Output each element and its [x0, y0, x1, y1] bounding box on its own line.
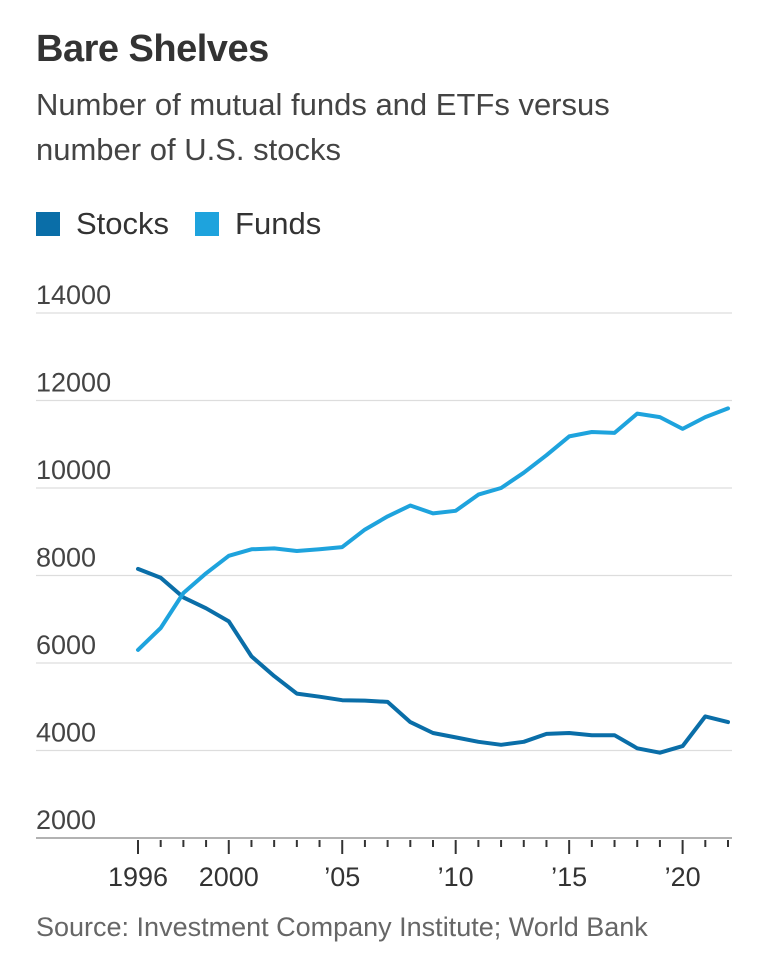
- x-tick-label: ’20: [665, 862, 701, 892]
- legend-label-stocks: Stocks: [76, 206, 170, 241]
- x-tick-label: ’05: [324, 862, 360, 892]
- line-chart: 2000 4000 6000 8000 10000 12000 14000 1996 2000 ’…: [36, 280, 732, 892]
- chart-title: Bare Shelves: [36, 28, 269, 70]
- chart-subtitle: Number of mutual funds and ETFs versus n…: [36, 87, 610, 167]
- y-tick-label: 2000: [36, 805, 96, 835]
- legend-item-funds: Funds: [195, 206, 321, 242]
- y-tick-label: 12000: [36, 368, 111, 398]
- x-tick-label: 1996: [108, 862, 168, 892]
- legend-label-funds: Funds: [235, 206, 322, 241]
- y-tick-label: 14000: [36, 280, 111, 310]
- legend-swatch-funds: [195, 212, 220, 236]
- series-line-funds: [136, 406, 730, 652]
- y-tick-label: 10000: [36, 455, 111, 485]
- x-tick-label: 2000: [199, 862, 259, 892]
- x-tick-label: ’15: [551, 862, 587, 892]
- legend-item-stocks: Stocks: [36, 206, 169, 242]
- x-tick-label: ’10: [438, 862, 474, 892]
- y-tick-label: 4000: [36, 718, 96, 748]
- chart-legend: Stocks Funds: [36, 204, 347, 244]
- series-line-stocks: [136, 566, 730, 755]
- y-tick-label: 8000: [36, 543, 96, 573]
- y-tick-label: 6000: [36, 630, 96, 660]
- legend-swatch-stocks: [36, 212, 60, 236]
- source-note: Source: Investment Company Institute; Wo…: [36, 912, 648, 942]
